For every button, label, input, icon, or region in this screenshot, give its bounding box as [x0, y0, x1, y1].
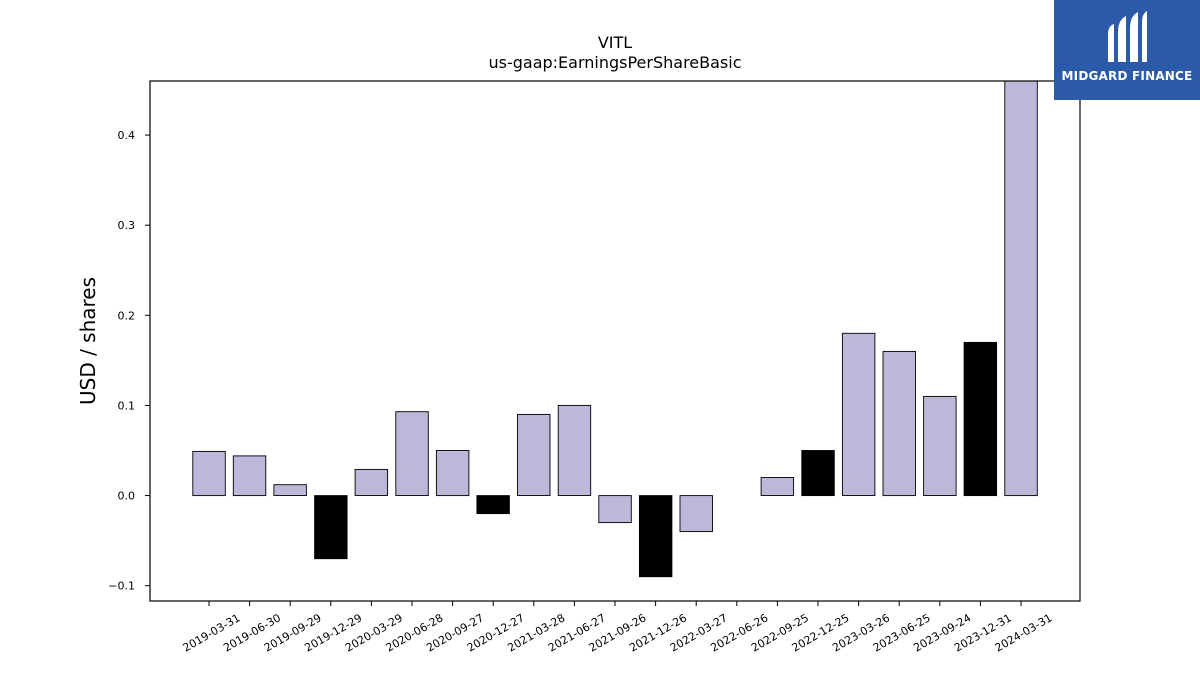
bar-2019-09-29 [273, 484, 307, 496]
y-axis-ticks: −0.1 0.0 0.1 0.2 0.3 0.4 [108, 129, 150, 593]
brand-name: MIDGARD FINANCE [1061, 69, 1193, 83]
bar-2023-06-25 [882, 350, 916, 497]
bar-2023-12-31 [963, 341, 998, 497]
bar-2022-12-25 [801, 450, 835, 497]
chart-subtitle: us-gaap:EarningsPerShareBasic [488, 53, 741, 72]
y-tick-label: 0.0 [118, 490, 136, 503]
y-tick-label: 0.4 [118, 129, 136, 142]
brand-logo: MIDGARD FINANCE [1054, 0, 1200, 100]
y-axis-label: USD / shares [76, 277, 100, 405]
x-axis-ticks: 2019-03-312019-06-302019-09-292019-12-29… [181, 601, 1055, 655]
bar-2020-09-27 [435, 450, 470, 497]
bar-2021-09-26 [598, 495, 632, 524]
bar-2019-03-31 [192, 450, 226, 497]
bar-2020-12-27 [476, 495, 510, 515]
chart-title: VITL [598, 33, 632, 52]
bar-2020-06-28 [395, 411, 429, 496]
bar-2019-06-30 [232, 455, 267, 497]
bars-layer [192, 80, 1038, 578]
bar-2019-12-29 [314, 495, 348, 560]
y-tick-label: 0.3 [118, 219, 136, 232]
bar-2021-12-26 [638, 495, 673, 578]
bar-2022-09-25 [760, 477, 795, 496]
bar-2021-03-28 [517, 413, 551, 496]
bar-2021-06-27 [557, 404, 592, 496]
y-tick-label: 0.1 [118, 399, 136, 412]
plot-frame [149, 80, 1081, 602]
bar-2023-09-24 [923, 395, 957, 496]
y-tick-label: −0.1 [108, 580, 135, 593]
bar-2022-03-27 [679, 495, 713, 533]
bar-2023-03-26 [841, 332, 876, 496]
midgard-logo-icon [1108, 11, 1147, 62]
bar-2024-03-31 [1004, 80, 1038, 497]
y-tick-label: 0.2 [118, 309, 136, 322]
bar-2020-03-29 [354, 468, 389, 496]
